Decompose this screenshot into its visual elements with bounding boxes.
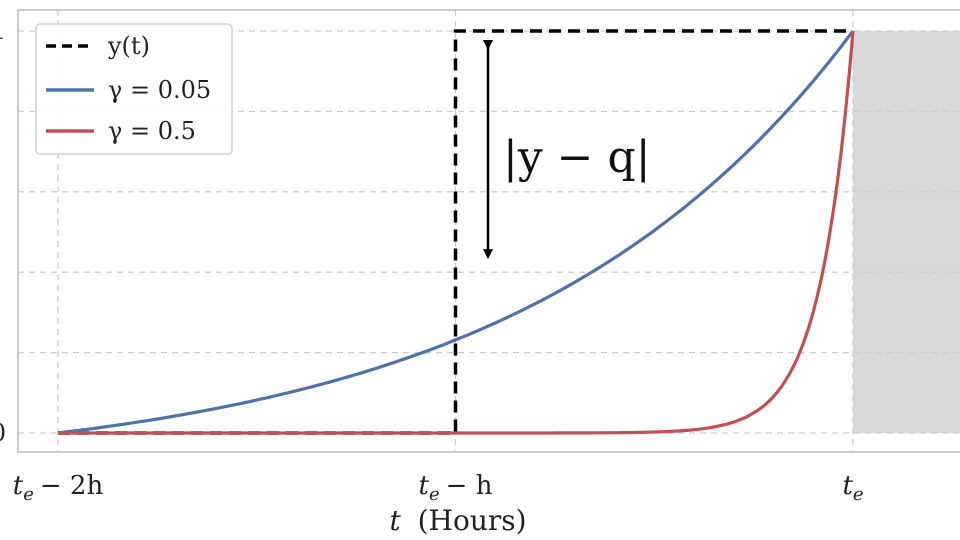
x-tick-label: te − 2h: [13, 471, 104, 505]
x-tick-labels: te − 2h te − h te: [13, 471, 864, 505]
legend-label: γ = 0.5: [108, 117, 196, 145]
x-axis-label: t (Hours): [389, 504, 526, 537]
annotation-label: |y − q|: [503, 132, 651, 183]
x-tick-label: te: [842, 471, 863, 505]
shaded-region: [853, 31, 960, 433]
y-tick-label: 1: [0, 17, 6, 45]
x-tick-label: te − h: [419, 471, 493, 505]
y-tick-label: 0: [0, 419, 6, 447]
x-axis-var: t: [389, 504, 401, 537]
legend-label: y(t): [107, 32, 150, 60]
legend-label: γ = 0.05: [108, 76, 211, 104]
legend-box: [35, 23, 233, 155]
plot-frame: [17, 9, 960, 453]
series-line-gamma-0-5: [58, 30, 855, 435]
legend: y(t) γ = 0.05 γ = 0.5: [35, 23, 233, 155]
series-line-gamma-0-05: [57, 30, 855, 435]
annotation: |y − q|: [483, 40, 651, 260]
x-axis-unit: (Hours): [418, 504, 527, 537]
y-tick-labels: 01: [0, 17, 6, 447]
